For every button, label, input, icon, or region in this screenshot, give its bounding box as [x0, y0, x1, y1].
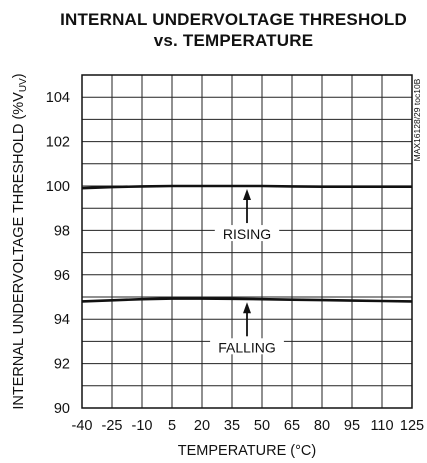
y-axis-title-subscript: UV	[18, 78, 29, 92]
grid	[81, 74, 413, 409]
annotation-arrowhead-falling	[243, 302, 251, 314]
y-axis-title-close: )	[11, 73, 27, 78]
chart-title-line1: INTERNAL UNDERVOLTAGE THRESHOLD	[60, 10, 407, 29]
y-tick-label: 104	[46, 90, 70, 106]
y-axis-title-main: INTERNAL UNDERVOLTAGE THRESHOLD (%V	[11, 92, 27, 410]
annotation-falling: FALLING	[218, 339, 276, 355]
x-tick-label: 5	[168, 418, 176, 434]
y-tick-label: 94	[54, 312, 70, 328]
series-line-falling	[81, 297, 413, 303]
x-tick-label: -25	[102, 418, 123, 434]
y-tick-label: 102	[46, 135, 70, 151]
annotation-bg-falling	[210, 338, 284, 355]
annotation-arrowhead-rising	[243, 189, 251, 200]
x-tick-label: 65	[284, 418, 300, 434]
y-tick-label: 90	[54, 401, 70, 417]
x-tick-label: 95	[344, 418, 360, 434]
series-line-rising	[81, 184, 412, 190]
series-lines	[81, 184, 413, 303]
y-tick-label: 92	[54, 357, 70, 373]
x-tick-label: -10	[132, 418, 153, 434]
y-tick-label: 98	[54, 223, 70, 239]
side-note: MAX16128/29 toc10B	[412, 78, 422, 161]
x-tick-label: 35	[224, 418, 240, 434]
annotation-bg-rising	[214, 225, 280, 242]
y-tick-label: 96	[54, 268, 70, 284]
x-tick-label: -40	[72, 418, 93, 434]
annotation-rising: RISING	[223, 226, 271, 242]
plot-frame	[81, 74, 413, 409]
x-axis-title: TEMPERATURE (°C)	[178, 443, 316, 459]
y-axis-title: INTERNAL UNDERVOLTAGE THRESHOLD (%VUV)	[11, 73, 29, 409]
chart-title-line2: vs. TEMPERATURE	[153, 31, 314, 50]
x-tick-label: 125	[400, 418, 424, 434]
x-tick-label: 50	[254, 418, 270, 434]
y-tick-label: 100	[46, 179, 70, 195]
tick-labels: -40 -25 -10 5 20 35 50 65 80 95 110 125 90 92 94 96 98 10…	[46, 90, 424, 434]
x-tick-label: 20	[194, 418, 210, 434]
annotations: RISING FALLING	[210, 189, 284, 355]
x-tick-label: 110	[370, 418, 393, 434]
x-tick-label: 80	[314, 418, 330, 434]
